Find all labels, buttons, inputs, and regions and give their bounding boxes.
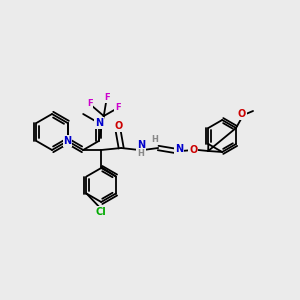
Text: N: N	[64, 136, 72, 146]
Text: F: F	[115, 103, 121, 112]
Text: F: F	[104, 94, 110, 103]
Text: O: O	[189, 145, 197, 155]
Text: F: F	[87, 100, 93, 109]
Text: N: N	[95, 118, 103, 128]
Text: H: H	[152, 134, 159, 143]
Text: Cl: Cl	[96, 207, 106, 217]
Text: O: O	[238, 109, 246, 119]
Text: O: O	[114, 121, 122, 131]
Text: H: H	[138, 148, 145, 158]
Text: N: N	[137, 140, 145, 150]
Text: N: N	[175, 144, 183, 154]
